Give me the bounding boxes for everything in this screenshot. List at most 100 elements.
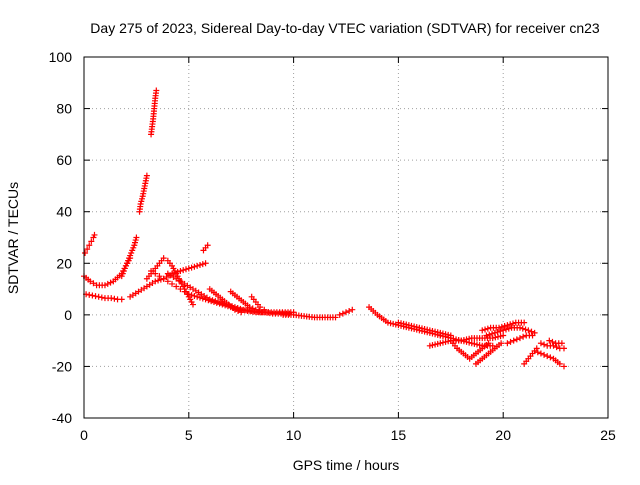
data-point (553, 344, 560, 351)
data-point (439, 333, 446, 340)
data-point (390, 320, 397, 327)
data-point (516, 335, 523, 342)
data-point (196, 262, 203, 269)
data-point (546, 337, 553, 344)
data-point (491, 329, 498, 336)
data-point (466, 339, 473, 346)
data-point (429, 327, 436, 334)
data-point (188, 264, 195, 271)
data-point (191, 292, 198, 299)
data-point (507, 338, 514, 345)
data-point (489, 335, 496, 342)
data-point (434, 329, 441, 336)
data-point (185, 291, 192, 298)
data-point (479, 327, 486, 334)
data-point (98, 294, 105, 301)
y-tick-label: 60 (56, 152, 72, 168)
data-point (194, 293, 201, 300)
data-point (458, 337, 465, 344)
data-point (434, 340, 441, 347)
x-tick-label: 20 (495, 427, 511, 443)
data-point (509, 320, 516, 327)
series-arc-12-13 (336, 306, 356, 318)
data-point (202, 260, 209, 267)
data-point (500, 327, 507, 334)
x-tick-label: 0 (80, 427, 88, 443)
data-point (504, 340, 511, 347)
data-point (249, 305, 256, 312)
data-point (219, 301, 226, 308)
grid-layer (84, 57, 608, 418)
data-point (560, 363, 567, 370)
data-point (442, 338, 449, 345)
data-point (408, 322, 415, 329)
data-point (104, 280, 111, 287)
data-point (332, 314, 339, 321)
data-point (252, 306, 259, 313)
data-point (349, 306, 356, 313)
data-point (405, 322, 412, 329)
data-point (155, 277, 162, 284)
data-point (152, 270, 159, 277)
data-point (453, 336, 460, 343)
data-point (432, 341, 439, 348)
data-point (537, 340, 544, 347)
data-point (173, 283, 180, 290)
x-tick-label: 10 (286, 427, 302, 443)
series-arc-20-21 (504, 332, 536, 347)
data-point (169, 280, 176, 287)
data-point (177, 286, 184, 293)
data-point (520, 333, 527, 340)
data-point (507, 321, 514, 328)
series-arc-base (83, 291, 125, 303)
data-point (181, 288, 188, 295)
data-point (556, 360, 563, 367)
data-point (534, 349, 541, 356)
data-point (429, 342, 436, 349)
data-point (468, 340, 475, 347)
data-point (494, 329, 501, 336)
data-point (426, 327, 433, 334)
data-point (336, 311, 343, 318)
data-point (395, 319, 402, 326)
data-point (421, 326, 428, 333)
data-point (439, 339, 446, 346)
data-point (418, 325, 425, 332)
data-point (485, 340, 492, 347)
x-tick-label: 15 (391, 427, 407, 443)
data-point (88, 238, 95, 245)
series-arc-21 (521, 345, 540, 367)
data-point (213, 299, 220, 306)
data-point (86, 242, 93, 249)
series-arc-spike-80 (148, 87, 160, 138)
data-point (95, 293, 102, 300)
series-arc-21-23 (531, 347, 567, 370)
data-point (498, 340, 505, 347)
data-point (238, 309, 245, 316)
data-point (157, 276, 164, 283)
data-point (343, 309, 349, 316)
data-point (498, 323, 505, 330)
data-point (463, 338, 470, 345)
series-arc-22-23 (537, 340, 567, 352)
chart-title: Day 275 of 2023, Sidereal Day-to-day VTE… (90, 20, 600, 36)
data-point (547, 354, 554, 361)
data-point (455, 336, 462, 343)
data-point (107, 279, 114, 286)
data-point (387, 320, 394, 327)
data-point (346, 307, 353, 314)
data-point (216, 300, 223, 307)
data-point (384, 319, 391, 326)
data-point (256, 307, 263, 314)
data-point (442, 333, 449, 340)
data-point (202, 296, 209, 303)
series-arc-spike-40 (136, 172, 150, 215)
data-point (471, 340, 478, 347)
data-point (486, 331, 493, 338)
data-point (265, 309, 272, 316)
series-arc-early-low (81, 255, 134, 289)
data-point (180, 267, 187, 274)
data-point (188, 292, 195, 299)
y-tick-label: -20 (52, 358, 72, 374)
